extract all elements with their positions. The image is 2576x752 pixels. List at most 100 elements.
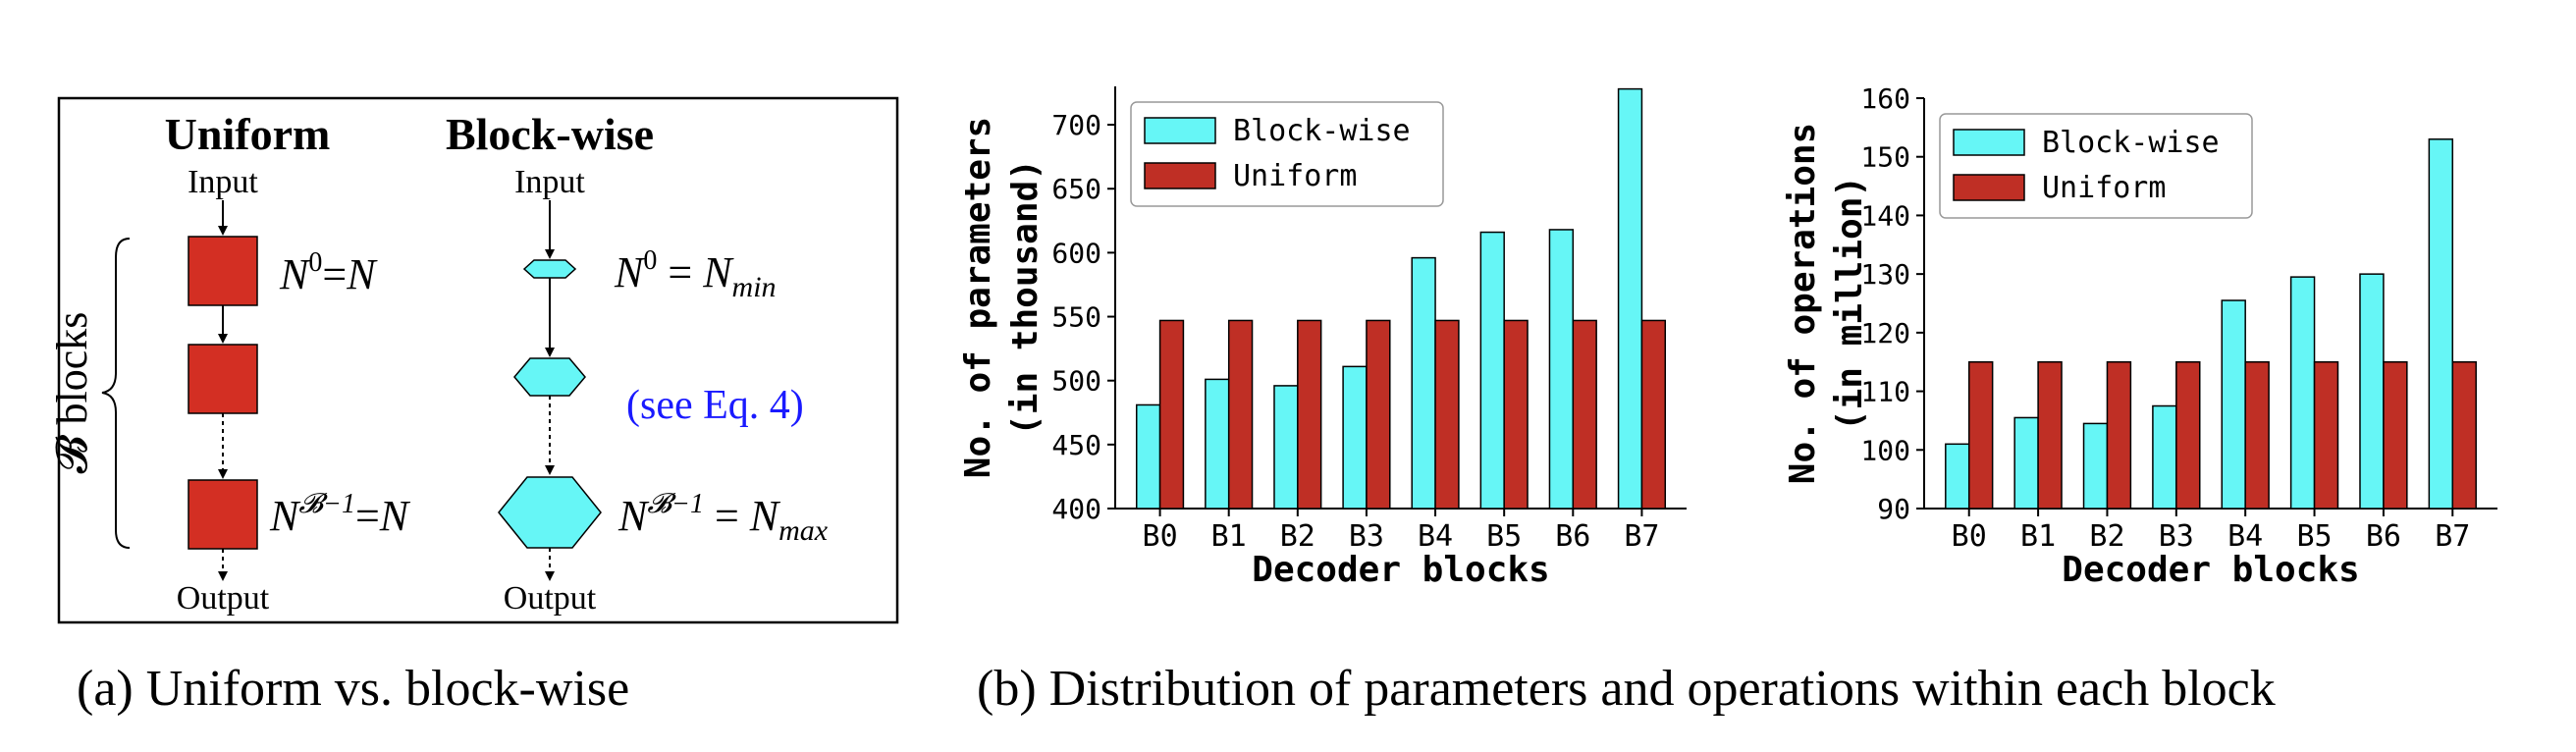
uniform-block-1 [188, 344, 258, 414]
y-tick-label: 120 [1860, 317, 1910, 349]
legend-label: Uniform [2042, 171, 2166, 205]
bar-uniform-b3 [1366, 319, 1391, 510]
blocks-brace [101, 238, 131, 549]
y-tick-label: 160 [1860, 82, 1910, 115]
bar-uniform-b1 [2037, 360, 2063, 510]
y-axis-label-unit: (in million) [1830, 176, 1870, 431]
bar-block-wise-b7 [1617, 87, 1643, 510]
blockwise-last-eq: N𝓑−1 = Nmax [617, 489, 829, 547]
legend-swatch [1144, 117, 1216, 144]
bar-uniform-b6 [1572, 319, 1597, 510]
uniform-input-label: Input [188, 164, 258, 200]
blockwise-title: Block-wise [446, 109, 654, 159]
legend-label: Block-wise [2042, 126, 2220, 160]
y-tick-label: 100 [1860, 434, 1910, 466]
x-tick-label: B3 [1349, 519, 1384, 554]
uniform-first-eq: N0=N [279, 247, 378, 298]
bar-block-wise-b2 [2082, 422, 2109, 510]
bar-uniform-b1 [1227, 319, 1254, 510]
caption-a: (a) Uniform vs. block-wise [77, 661, 630, 717]
x-tick-label: B7 [1624, 519, 1659, 554]
bar-uniform-b4 [1434, 319, 1460, 510]
uniform-block-0 [188, 236, 258, 306]
y-axis-label-unit: (in thousand) [1005, 159, 1046, 436]
chart-parameters: 400 450 500 550 600 650 700 B0 B1 B2 B3 B4 B5 B6 B7 Dec… [958, 86, 1687, 590]
legend-label: Block-wise [1233, 114, 1411, 148]
bar-uniform-b0 [1158, 319, 1185, 510]
y-tick-label: 550 [1051, 301, 1101, 334]
bar-block-wise-b2 [1273, 385, 1299, 510]
bar-uniform-b3 [2175, 360, 2201, 510]
x-axis-label: Decoder blocks [1252, 550, 1549, 590]
bar-uniform-b5 [2313, 360, 2339, 510]
x-tick-label: B1 [2020, 519, 2056, 554]
x-tick-label: B0 [1952, 519, 1987, 554]
bar-block-wise-b6 [1548, 229, 1575, 510]
bar-block-wise-b5 [2289, 276, 2316, 510]
y-tick-label: 150 [1860, 141, 1910, 174]
x-tick-label: B3 [2159, 519, 2194, 554]
bar-block-wise-b5 [1479, 231, 1505, 510]
x-tick-label: B6 [1555, 519, 1590, 554]
x-tick-label: B5 [1486, 519, 1522, 554]
y-tick-label: 450 [1051, 429, 1101, 461]
legend-swatch [1953, 174, 2025, 201]
y-tick-label: 90 [1877, 493, 1910, 525]
x-axis-label: Decoder blocks [2062, 550, 2359, 590]
blockwise-block-0 [522, 259, 577, 279]
caption-b: (b) Distribution of parameters and opera… [977, 661, 2276, 717]
bar-block-wise-b6 [2359, 273, 2385, 510]
bar-block-wise-b1 [2013, 416, 2039, 510]
chart-operations: 90 100 110 120 130 140 150 160 B0 B1 B2 B3 B4 B5 B6 B7 D… [1783, 82, 2497, 590]
y-axis-label: No. of operations [1783, 123, 1823, 484]
y-axis-label: No. of parameters [958, 117, 998, 478]
x-tick-label: B5 [2296, 519, 2332, 554]
bar-block-wise-b4 [2221, 299, 2246, 510]
bar-uniform-b5 [1503, 319, 1529, 510]
blockwise-block-last [498, 476, 602, 549]
x-tick-label: B4 [1418, 519, 1453, 554]
y-tick-label: 130 [1860, 258, 1910, 291]
x-tick-label: B0 [1143, 519, 1178, 554]
bar-block-wise-b3 [2152, 404, 2177, 510]
bar-block-wise-b3 [1342, 365, 1368, 510]
y-tick-label: 650 [1051, 173, 1101, 205]
bar-block-wise-b1 [1205, 378, 1230, 510]
bar-uniform-b7 [1640, 319, 1667, 510]
x-tick-label: B4 [2227, 519, 2263, 554]
bar-uniform-b2 [2106, 360, 2132, 510]
blockwise-output-label: Output [504, 580, 597, 617]
x-tick-label: B1 [1211, 519, 1247, 554]
legend-swatch [1953, 129, 2025, 156]
legend-label: Uniform [1233, 159, 1357, 193]
y-tick-label: 600 [1051, 237, 1101, 269]
blockwise-mid-eq: (see Eq. 4) [626, 383, 804, 428]
legend-swatch [1144, 162, 1216, 189]
uniform-block-last [188, 479, 258, 550]
x-tick-label: B7 [2435, 519, 2470, 554]
y-tick-label: 700 [1051, 109, 1101, 141]
diagram-frame [57, 96, 899, 624]
y-tick-label: 500 [1051, 365, 1101, 398]
architecture-diagram: Uniform Block-wise Input Input Output N0… [48, 96, 899, 624]
bar-uniform-b2 [1297, 319, 1322, 510]
uniform-output-label: Output [177, 580, 270, 617]
bar-block-wise-b7 [2428, 138, 2454, 510]
y-tick-label: 110 [1860, 376, 1910, 408]
bar-uniform-b7 [2451, 360, 2477, 510]
bar-uniform-b4 [2244, 360, 2270, 510]
bar-block-wise-b4 [1411, 256, 1436, 510]
blockwise-block-1 [513, 357, 586, 397]
x-tick-label: B2 [2089, 519, 2124, 554]
x-tick-label: B6 [2366, 519, 2401, 554]
bar-uniform-b0 [1967, 360, 1994, 510]
blocks-brace-label: 𝓑 blocks [48, 312, 96, 474]
y-tick-label: 140 [1860, 199, 1910, 232]
uniform-last-eq: N𝓑−1=N [269, 489, 411, 540]
blockwise-input-label: Input [514, 164, 585, 200]
uniform-title: Uniform [165, 109, 331, 159]
blockwise-first-eq: N0 = Nmin [614, 245, 777, 303]
bar-uniform-b6 [2383, 360, 2408, 510]
x-tick-label: B2 [1280, 519, 1315, 554]
